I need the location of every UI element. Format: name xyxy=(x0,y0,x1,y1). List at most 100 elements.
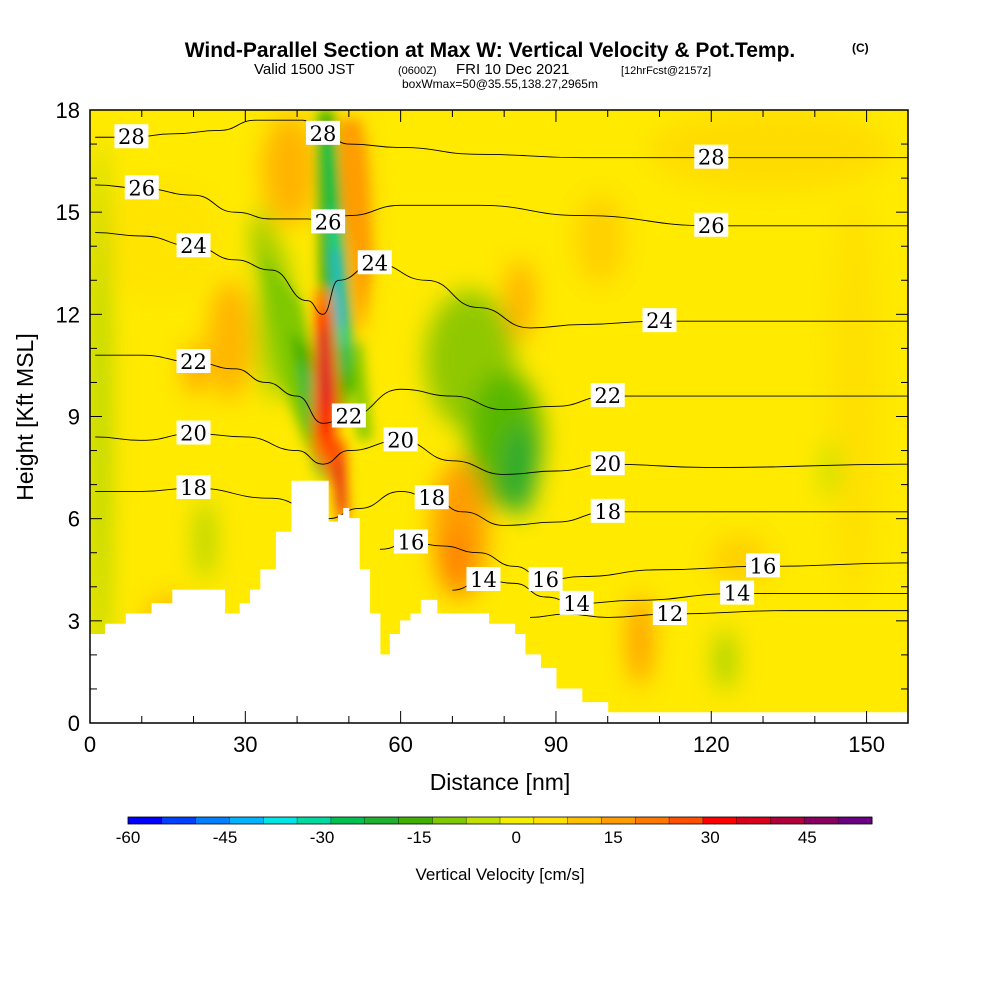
velocity-field-core xyxy=(260,110,372,520)
colorbar-swatch xyxy=(702,817,738,824)
contour-label-text: 16 xyxy=(398,531,425,555)
contour-label: 28 xyxy=(114,124,149,149)
contour-label: 18 xyxy=(176,475,211,500)
colorbar-swatch xyxy=(128,817,163,824)
contour-label-text: 18 xyxy=(180,476,207,500)
contour-label-bg xyxy=(414,485,449,510)
x-tick-label: 90 xyxy=(544,732,568,757)
colorbar-swatch xyxy=(229,817,264,824)
contour-label: 18 xyxy=(590,498,625,524)
contour-label-text: 18 xyxy=(594,500,621,524)
contour-label-bg xyxy=(720,580,755,605)
contour-label-text: 20 xyxy=(387,428,414,452)
x-tick-label: 150 xyxy=(848,732,885,757)
colorbar-swatch xyxy=(297,817,332,824)
contour-label-text: 14 xyxy=(470,568,497,592)
contour-label-text: 16 xyxy=(750,554,777,578)
contour-label-text: 18 xyxy=(418,486,445,510)
contour-label: 14 xyxy=(466,566,501,592)
x-tick-label: 30 xyxy=(233,732,257,757)
x-axis-label: Distance [nm] xyxy=(430,769,571,795)
contour-label-bg xyxy=(383,427,418,452)
forecast-info: [12hrFcst@2157z] xyxy=(621,65,711,77)
contour-label: 26 xyxy=(124,175,159,200)
y-tick-label: 9 xyxy=(68,405,80,430)
y-tick-label: 12 xyxy=(56,302,80,327)
contour-label-bg xyxy=(331,403,366,428)
x-tick-label: 120 xyxy=(693,732,730,757)
contour-label-text: 22 xyxy=(335,405,362,429)
chart-title: Wind-Parallel Section at Max W: Vertical… xyxy=(185,39,796,62)
contour-label: 28 xyxy=(305,120,340,146)
colorbar-swatch xyxy=(432,817,467,824)
contour-label-bg xyxy=(746,553,781,578)
contour-label-bg xyxy=(124,175,159,200)
contour-label-bg xyxy=(114,124,149,149)
colorbar-swatch xyxy=(838,817,873,824)
contour-label: 12 xyxy=(652,601,687,626)
colorbar-swatch xyxy=(195,817,230,824)
contour-label: 16 xyxy=(528,566,563,592)
colorbar-swatch xyxy=(364,817,400,824)
contour-label-bg xyxy=(357,250,392,275)
contour-label-text: 28 xyxy=(118,125,145,149)
y-tick-label: 3 xyxy=(68,609,80,634)
contour-label-bg xyxy=(393,529,428,554)
x-tick-label: 60 xyxy=(388,732,412,757)
y-tick-label: 18 xyxy=(56,98,80,123)
contour-label-text: 14 xyxy=(563,592,590,616)
contour-label-bg xyxy=(559,590,594,615)
colorbar-tick-label: -45 xyxy=(213,828,238,847)
colorbar-tick-label: -15 xyxy=(407,828,432,847)
contour-label: 26 xyxy=(694,212,729,238)
contour-labels: 28 28 28 26 26 26 24 24 24 22 22 22 20 20 20 18 18 18 16 16… xyxy=(114,120,781,626)
contour-label-text: 22 xyxy=(180,350,207,374)
contour-label: 20 xyxy=(176,420,211,446)
contour-label-text: 24 xyxy=(646,309,673,333)
contour-label-bg xyxy=(176,349,211,374)
contour-label-bg xyxy=(305,120,340,145)
contour-label: 26 xyxy=(311,209,346,234)
colorbar-swatch xyxy=(398,817,433,824)
colorbar: -60 -45 -30 -15 0 15 30 45 xyxy=(116,816,873,847)
colorbar-swatch xyxy=(330,817,366,824)
contour-label-bg xyxy=(652,601,687,626)
contour-label-text: 26 xyxy=(128,176,155,200)
contour-label-text: 12 xyxy=(656,602,683,626)
contour-label-text: 22 xyxy=(594,384,621,408)
colorbar-tick-label: 0 xyxy=(511,828,520,847)
valid-line: Valid 1500 JST (0600Z) FRI 10 Dec 2021 [… xyxy=(254,61,711,78)
colorbar-tick-label: 15 xyxy=(604,828,623,847)
y-axis-label: Height [Kft MSL] xyxy=(12,333,38,500)
colorbar-swatch xyxy=(466,817,501,824)
colorbar-tick-label: -60 xyxy=(116,828,141,847)
contour-label-bg xyxy=(311,209,346,234)
colorbar-swatch xyxy=(804,817,839,824)
contour-label: 14 xyxy=(720,580,755,606)
contour-label: 28 xyxy=(694,144,729,170)
colorbar-tick-label: -30 xyxy=(310,828,335,847)
theta-contour-22 xyxy=(95,354,908,424)
contour-label-text: 26 xyxy=(698,214,725,238)
colorbar-swatch xyxy=(161,817,197,824)
contour-label-bg xyxy=(176,475,211,500)
contour-label-bg xyxy=(590,451,625,476)
contour-label: 14 xyxy=(559,590,594,616)
theta-contour-28 xyxy=(95,119,908,159)
contour-label-bg xyxy=(590,498,625,523)
valid-prefix: Valid 1500 JST xyxy=(254,61,355,78)
contour-label: 24 xyxy=(357,250,392,275)
contour-label-text: 28 xyxy=(310,122,337,146)
colorbar-tick-label: 45 xyxy=(798,828,817,847)
y-tick-label: 0 xyxy=(68,711,80,736)
contour-label-bg xyxy=(694,144,729,169)
colorbar-swatch xyxy=(500,817,535,824)
colorbar-swatch xyxy=(635,817,670,824)
contour-label-text: 24 xyxy=(180,234,207,258)
contour-label: 22 xyxy=(331,403,366,429)
terrain xyxy=(90,480,908,723)
valid-zulu: (0600Z) xyxy=(398,65,437,77)
contour-label-bg xyxy=(590,383,625,408)
contour-label: 20 xyxy=(590,451,625,476)
